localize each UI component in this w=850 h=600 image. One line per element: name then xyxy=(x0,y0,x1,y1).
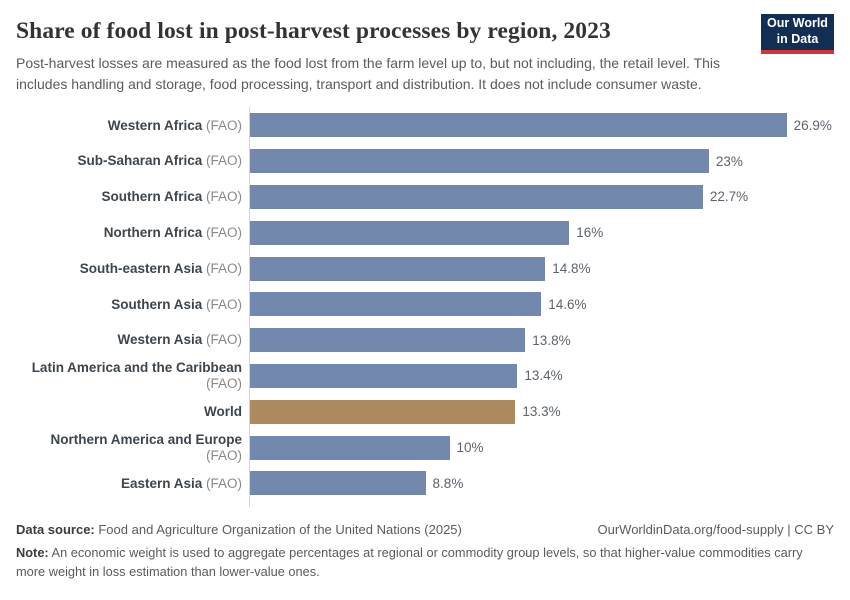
chart-row: Latin America and the Caribbean (FAO) 13.… xyxy=(16,358,834,394)
entity-source: (FAO) xyxy=(202,296,242,312)
row-label: Eastern Asia (FAO) xyxy=(16,476,249,492)
row-label: Sub-Saharan Africa (FAO) xyxy=(16,153,249,169)
data-source-line: Data source: Food and Agriculture Organi… xyxy=(16,522,462,537)
owid-logo-line1: Our World xyxy=(767,16,828,31)
plot-area: 10% xyxy=(249,429,834,466)
entity-source: (FAO) xyxy=(206,447,242,463)
entity-source: (FAO) xyxy=(202,189,242,205)
bar-value: 14.6% xyxy=(548,296,587,312)
page-title: Share of food lost in post-harvest proce… xyxy=(16,18,611,44)
bar-southern-africa[interactable] xyxy=(250,184,703,209)
chart-row: Southern Africa (FAO) 22.7% xyxy=(16,179,834,215)
chart-row: Sub-Saharan Africa (FAO) 23% xyxy=(16,143,834,180)
row-label: Western Asia (FAO) xyxy=(16,332,249,348)
chart-header: Our World in Data Share of food lost in … xyxy=(16,14,834,94)
note-value: An economic weight is used to aggregate … xyxy=(16,545,803,579)
owid-logo[interactable]: Our World in Data xyxy=(761,14,834,54)
row-label: Latin America and the Caribbean (FAO) xyxy=(16,360,249,391)
bar-eastern-asia[interactable] xyxy=(250,471,426,496)
bar-value: 13.3% xyxy=(522,404,561,420)
owid-logo-line2: in Data xyxy=(776,32,819,46)
plot-area: 13.4% xyxy=(249,358,834,394)
chart-footer: Data source: Food and Agriculture Organi… xyxy=(16,522,834,581)
bar-world[interactable] xyxy=(250,399,516,424)
entity-name: Western Asia xyxy=(117,332,203,348)
entity-source: (FAO) xyxy=(202,475,242,491)
bar-value: 8.8% xyxy=(432,475,464,491)
bar-western-asia[interactable] xyxy=(250,328,526,353)
license-link[interactable]: OurWorldinData.org/food-supply | CC BY xyxy=(597,522,834,538)
chart-row: Northern America and Europe (FAO) 10% xyxy=(16,429,834,466)
row-label: Southern Asia (FAO) xyxy=(16,297,249,313)
bar-value: 23% xyxy=(715,153,743,169)
bar-value: 22.7% xyxy=(709,189,749,205)
plot-area: 26.9% xyxy=(249,107,834,144)
axis-line-tail xyxy=(249,501,260,508)
entity-source: (FAO) xyxy=(202,260,242,276)
bar-value: 16% xyxy=(576,225,604,241)
bar-chart: Western Africa (FAO) 26.9% Sub-Saharan Afr… xyxy=(16,107,834,502)
bar-northern-africa[interactable] xyxy=(250,220,570,245)
bar-value: 13.4% xyxy=(524,368,563,384)
entity-source: (FAO) xyxy=(202,153,242,169)
row-label: Western Africa (FAO) xyxy=(16,118,249,134)
data-source-value: Food and Agriculture Organization of the… xyxy=(94,522,462,538)
chart-row: Western Asia (FAO) 13.8% xyxy=(16,322,834,359)
chart-row: Eastern Asia (FAO) 8.8% xyxy=(16,465,834,502)
plot-area: 14.6% xyxy=(249,286,834,323)
bar-value: 10% xyxy=(456,440,484,455)
chart-row: South-eastern Asia (FAO) 14.8% xyxy=(16,250,834,287)
entity-name: Latin America and the Caribbean xyxy=(31,360,242,376)
bar-western-africa[interactable] xyxy=(250,113,787,138)
plot-area: 8.8% xyxy=(249,465,834,502)
bar-value: 14.8% xyxy=(552,261,591,277)
bar-south-eastern-asia[interactable] xyxy=(250,256,546,281)
chart-row: World 13.3% xyxy=(16,393,834,430)
plot-area: 13.3% xyxy=(249,393,834,430)
plot-area: 13.8% xyxy=(249,322,834,359)
chart-page: Our World in Data Share of food lost in … xyxy=(16,14,834,581)
entity-source: (FAO) xyxy=(202,332,242,348)
bar-latin-america-and-the-caribbean[interactable] xyxy=(250,363,518,388)
row-label: South-eastern Asia (FAO) xyxy=(16,261,249,277)
entity-name: Sub-Saharan Africa xyxy=(77,153,203,169)
entity-source: (FAO) xyxy=(202,224,242,240)
row-label: Northern Africa (FAO) xyxy=(16,225,249,241)
chart-row: Southern Asia (FAO) 14.6% xyxy=(16,286,834,323)
entity-name: Northern America and Europe xyxy=(50,431,242,447)
entity-name: Southern Africa xyxy=(101,189,203,205)
note-label: Note: xyxy=(16,545,49,561)
bar-northern-america-and-europe[interactable] xyxy=(250,435,450,460)
bar-value: 13.8% xyxy=(532,332,571,348)
entity-name: Eastern Asia xyxy=(120,475,203,491)
plot-area: 16% xyxy=(249,214,834,251)
entity-name: Southern Asia xyxy=(111,296,203,312)
entity-name: Northern Africa xyxy=(103,224,203,240)
row-label: Southern Africa (FAO) xyxy=(16,189,249,205)
chart-note: Note: An economic weight is used to aggr… xyxy=(16,544,828,581)
plot-area: 23% xyxy=(249,143,834,180)
bar-southern-asia[interactable] xyxy=(250,292,542,317)
row-label: Northern America and Europe (FAO) xyxy=(16,432,249,463)
entity-source: (FAO) xyxy=(202,117,242,133)
plot-area: 14.8% xyxy=(249,250,834,287)
chart-row: Northern Africa (FAO) 16% xyxy=(16,214,834,251)
row-label: World xyxy=(16,404,249,420)
entity-name: Western Africa xyxy=(107,117,203,133)
bar-sub-saharan-africa[interactable] xyxy=(250,149,709,174)
entity-name: World xyxy=(204,403,242,419)
entity-source: (FAO) xyxy=(206,375,242,391)
entity-name: South-eastern Asia xyxy=(79,260,203,276)
chart-subtitle: Post-harvest losses are measured as the … xyxy=(16,55,720,92)
bar-value: 26.9% xyxy=(793,117,832,133)
data-source-label: Data source: xyxy=(16,522,95,538)
plot-area: 22.7% xyxy=(249,179,834,215)
chart-row: Western Africa (FAO) 26.9% xyxy=(16,107,834,144)
